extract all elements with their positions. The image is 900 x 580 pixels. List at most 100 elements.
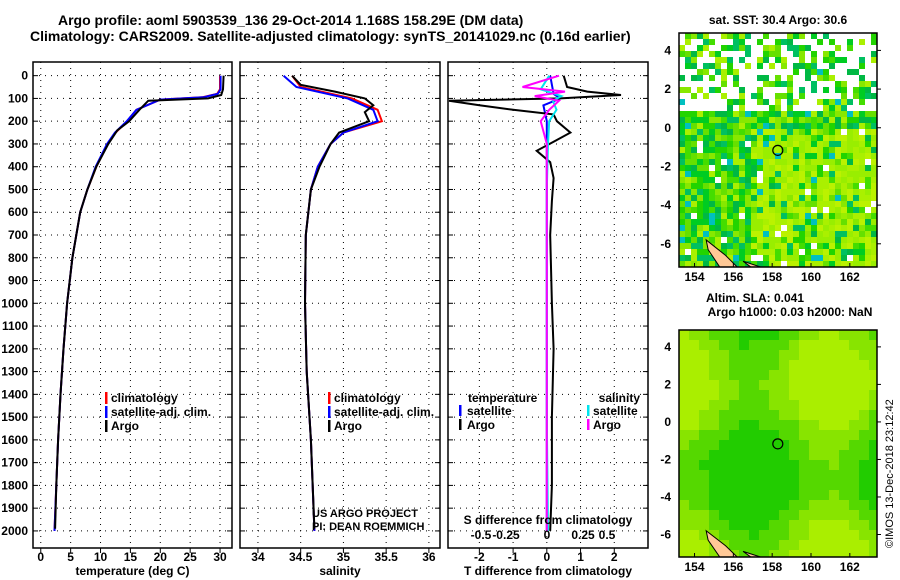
sst-cell xyxy=(685,219,691,225)
sst-cell xyxy=(787,237,793,243)
sst-cell xyxy=(763,201,769,207)
sst-cell xyxy=(817,75,823,81)
sla-cell xyxy=(679,510,689,520)
sst-cell xyxy=(865,81,871,87)
sst-cell xyxy=(805,69,811,75)
sst-cell xyxy=(691,183,697,189)
sst-cell xyxy=(721,243,727,249)
sst-cell xyxy=(865,129,871,135)
sla-cell xyxy=(839,370,849,380)
sla-cell xyxy=(769,390,779,400)
sst-cell xyxy=(751,141,757,147)
sst-cell xyxy=(715,201,721,207)
sst-cell xyxy=(799,165,805,171)
sst-cell xyxy=(757,225,763,231)
sla-cell xyxy=(849,380,859,390)
sst-cell xyxy=(685,39,691,45)
sst-cell xyxy=(751,237,757,243)
sla-cell xyxy=(849,510,859,520)
sst-cell xyxy=(781,93,787,99)
sst-cell xyxy=(859,111,865,117)
sst-cell xyxy=(763,231,769,237)
sst-cell xyxy=(787,153,793,159)
sst-cell xyxy=(697,165,703,171)
sst-cell xyxy=(775,75,781,81)
sst-cell xyxy=(727,135,733,141)
sst-cell xyxy=(757,123,763,129)
sst-cell xyxy=(835,147,841,153)
sst-cell xyxy=(817,129,823,135)
sla-cell xyxy=(849,500,859,510)
sst-cell xyxy=(721,213,727,219)
sst-cell xyxy=(805,117,811,123)
sla-cell xyxy=(749,420,759,430)
sla-cell xyxy=(739,420,749,430)
sla-cell xyxy=(739,380,749,390)
sst-cell xyxy=(817,261,823,267)
sst-cell xyxy=(817,69,823,75)
sst-cell xyxy=(787,105,793,111)
sst-cell xyxy=(871,93,877,99)
sst-cell xyxy=(691,159,697,165)
sla-cell xyxy=(779,420,789,430)
sla-cell xyxy=(829,470,839,480)
sla-cell xyxy=(869,390,877,400)
sla-cell xyxy=(789,490,799,500)
sst-cell xyxy=(853,201,859,207)
x-axis-label: temperature (deg C) xyxy=(75,564,189,578)
sla-cell xyxy=(809,540,819,550)
sst-cell xyxy=(763,213,769,219)
sst-cell xyxy=(679,201,685,207)
sla-cell xyxy=(679,390,689,400)
sst-cell xyxy=(847,231,853,237)
sst-cell xyxy=(733,135,739,141)
sst-cell xyxy=(853,135,859,141)
sst-cell xyxy=(871,195,877,201)
sst-cell xyxy=(691,225,697,231)
sla-cell xyxy=(869,330,877,340)
sst-cell xyxy=(775,105,781,111)
sst-cell xyxy=(685,153,691,159)
sst-cell xyxy=(733,33,739,39)
sst-cell xyxy=(805,231,811,237)
sst-cell xyxy=(865,183,871,189)
sst-cell xyxy=(793,111,799,117)
sst-cell xyxy=(835,177,841,183)
sla-cell xyxy=(689,390,699,400)
sst-cell xyxy=(757,135,763,141)
sst-cell xyxy=(757,75,763,81)
sst-cell xyxy=(865,171,871,177)
sst-cell xyxy=(703,213,709,219)
sla-cell xyxy=(699,550,709,557)
sla-cell xyxy=(809,340,819,350)
sla-cell xyxy=(779,530,789,540)
sst-cell xyxy=(793,195,799,201)
sst-cell xyxy=(781,147,787,153)
sst-cell xyxy=(811,147,817,153)
sla-cell xyxy=(769,470,779,480)
sst-cell xyxy=(829,105,835,111)
sst-cell xyxy=(727,195,733,201)
sst-cell xyxy=(835,219,841,225)
sst-cell xyxy=(733,207,739,213)
sla-cell xyxy=(869,410,877,420)
sst-cell xyxy=(721,225,727,231)
sla-cell xyxy=(789,520,799,530)
sla-cell xyxy=(869,510,877,520)
x2-axis-label: S difference from climatology xyxy=(464,513,633,527)
sst-cell xyxy=(679,51,685,57)
annotation-text: PI: DEAN ROEMMICH xyxy=(312,521,425,533)
sst-cell xyxy=(811,171,817,177)
sst-cell xyxy=(781,153,787,159)
sla-cell xyxy=(739,500,749,510)
sst-cell xyxy=(793,117,799,123)
sst-cell xyxy=(697,177,703,183)
sst-cell xyxy=(847,213,853,219)
sst-cell xyxy=(841,159,847,165)
sla-cell xyxy=(699,490,709,500)
sst-cell xyxy=(793,69,799,75)
sst-cell xyxy=(799,237,805,243)
sla-cell xyxy=(819,480,829,490)
sst-cell xyxy=(847,159,853,165)
sst-cell xyxy=(823,57,829,63)
